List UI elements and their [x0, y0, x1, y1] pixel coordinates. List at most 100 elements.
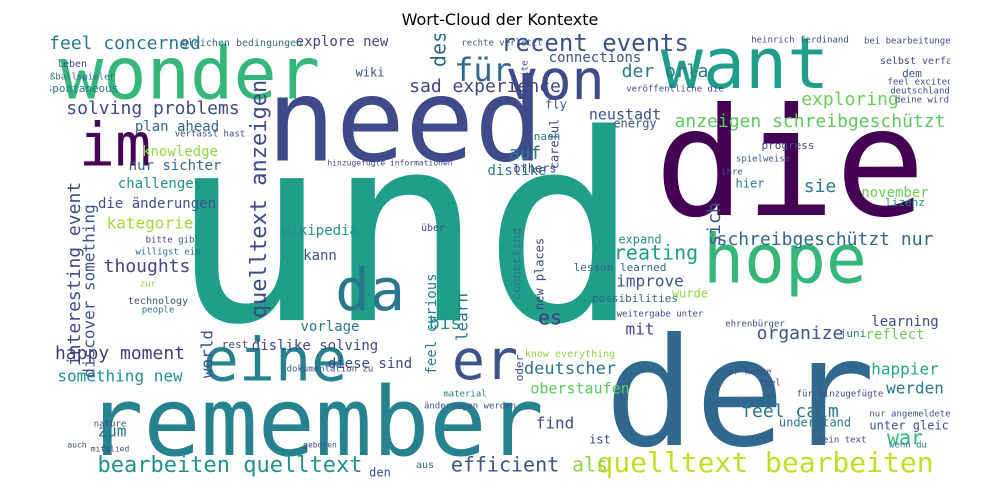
word-89: heinrich ferdinand [751, 36, 849, 46]
word-50: november [861, 185, 928, 201]
word-132: hinzugefügte informationen [327, 159, 452, 168]
word-24: happy moment [55, 343, 185, 364]
word-127: oder [513, 354, 526, 381]
word-114: weitergabe unter [617, 310, 704, 320]
word-121: dein text [818, 436, 867, 446]
word-85: spielweise [736, 155, 790, 165]
word-113: mitglied [91, 445, 130, 454]
word-42: organize [757, 323, 844, 344]
word-58: challenges [118, 176, 202, 192]
word-103: spontaneous [50, 82, 118, 95]
word-97: rest [222, 338, 249, 351]
word-102: fußballspieler [50, 73, 116, 83]
word-25: something new [57, 367, 183, 386]
word-130: für hinzugefügte [797, 390, 884, 400]
word-43: feel calm [741, 401, 839, 422]
word-105: bitte gib [146, 236, 195, 246]
word-52: discover something [80, 204, 99, 377]
word-46: happier [871, 360, 939, 379]
word-92: bei bearbeitungen [864, 37, 950, 47]
word-22: sad experience [409, 76, 561, 97]
word-13: quelltext bearbeiten [596, 446, 933, 479]
word-11: da [335, 256, 405, 324]
word-3: need [267, 55, 544, 189]
word-72: connecting [510, 228, 524, 300]
word-110: veröffentliche die [626, 85, 724, 95]
word-39: wikipedia [282, 223, 358, 239]
word-106: willigst ein [135, 248, 200, 258]
word-20: schreibgeschützt nur [717, 229, 934, 250]
word-120: wenn du [889, 441, 927, 451]
word-61: die änderungen [98, 196, 216, 212]
word-101: leben [57, 59, 87, 70]
word-62: learn [453, 293, 472, 341]
word-119: änderungen werden [424, 402, 516, 412]
word-76: possibilities [592, 292, 678, 305]
word-96: wiki [356, 66, 385, 80]
word-100: dem [902, 67, 922, 80]
word-37: thoughts [104, 256, 191, 277]
word-0: und [170, 80, 640, 382]
word-75: expand [618, 233, 661, 247]
word-131: dokumentation zu [287, 365, 374, 375]
word-15: für [454, 51, 512, 89]
word-5: wonder [60, 34, 320, 116]
word-82: den [369, 466, 391, 480]
word-55: neustadt [589, 106, 661, 124]
word-54: connections [549, 50, 642, 66]
word-63: find [536, 414, 575, 433]
word-117: über [421, 223, 445, 234]
word-115: feel excited [887, 78, 950, 88]
word-41: exploring [801, 89, 899, 110]
word-80: unter gleichen [869, 419, 950, 433]
word-69: diese sind [328, 356, 412, 372]
word-26: efficient [451, 453, 559, 477]
word-133: ehrenbürger [725, 320, 785, 330]
word-79: understand [779, 416, 851, 430]
word-73: new places [533, 238, 547, 310]
word-90: gleichen bedingungen [182, 38, 302, 49]
word-74: feel curious [424, 273, 440, 374]
word-99: juni [840, 327, 867, 340]
word-4: remember [86, 368, 544, 478]
word-128: seite [521, 60, 531, 87]
word-40: der orla [622, 61, 709, 82]
word-68: dislike solving [252, 338, 378, 354]
word-19: anzeigen schreibgeschützt [675, 111, 946, 132]
word-16: recent events [501, 34, 689, 57]
word-108: know everything [525, 349, 615, 360]
word-124: ihre [721, 168, 743, 178]
word-71: careful [548, 119, 562, 170]
word-126: feel [759, 379, 781, 389]
word-107: verfasst hast [175, 130, 245, 140]
word-53: explore new [296, 34, 389, 50]
word-125: er keine [728, 368, 771, 378]
word-123: auch [67, 441, 86, 450]
word-109: deine wird [895, 96, 949, 106]
word-18: quelltext anzeigen [247, 80, 272, 318]
word-48: learning [871, 314, 938, 330]
word-91: selbst verfasst [880, 56, 950, 67]
word-94: others [513, 162, 556, 176]
word-78: wurde [672, 287, 708, 301]
word-56: dislike [487, 163, 546, 179]
word-30: war [887, 426, 923, 450]
word-70: energy [613, 117, 656, 131]
word-86: lizenz [885, 196, 925, 209]
word-67: vorlage [300, 319, 359, 335]
word-29: des [427, 34, 451, 67]
word-38: kategorie [107, 214, 194, 233]
word-64: zum [98, 422, 127, 441]
word-12: er [452, 328, 518, 392]
word-116: deutschland [890, 87, 950, 97]
word-32: bis [429, 313, 462, 334]
word-93: fly [545, 98, 567, 112]
word-112: nature [94, 420, 127, 430]
word-17: feel concerned [50, 34, 201, 54]
word-27: als [572, 453, 608, 477]
word-65: mit [626, 320, 655, 339]
word-31: es [538, 306, 562, 330]
word-129: nur angemeldete [869, 410, 950, 420]
word-6: hope [703, 221, 867, 300]
